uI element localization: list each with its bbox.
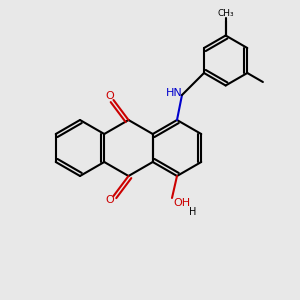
Text: O: O (105, 195, 114, 205)
Text: O: O (105, 91, 114, 101)
Text: H: H (189, 207, 197, 217)
Text: HN: HN (166, 88, 182, 98)
Text: OH: OH (173, 198, 190, 208)
Text: CH₃: CH₃ (217, 9, 234, 18)
